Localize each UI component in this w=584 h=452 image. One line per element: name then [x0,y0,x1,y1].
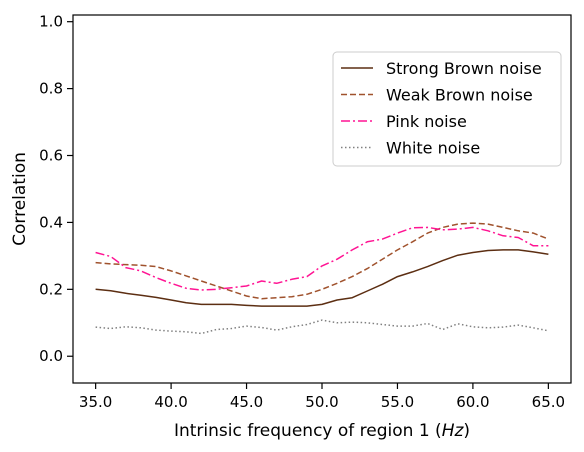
y-tick-label: 1.0 [39,13,63,31]
series-line-weak-brown-noise [95,222,549,300]
x-axis-title: Intrinsic frequency of region 1 (Hz) [174,421,470,441]
x-tick-label: 55.0 [381,393,414,411]
y-tick-label: 0.2 [39,280,63,298]
legend: Strong Brown noise Weak Brown noise Pink n… [332,51,562,167]
x-tick-label: 65.0 [532,393,565,411]
series-line-pink-noise [95,226,549,291]
series-line-strong-brown-noise [95,249,549,307]
y-tick-label: 0.8 [39,80,63,98]
series-layer [95,222,549,335]
x-tick-label: 45.0 [230,393,263,411]
y-tick-label: 0.0 [39,347,63,365]
x-axis: 35.0 40.0 45.0 50.0 55.0 60.0 65.0 [79,383,565,411]
y-axis: 0.0 0.2 0.4 0.6 0.8 1.0 [39,13,73,365]
legend-frame [332,51,562,167]
x-tick-label: 50.0 [305,393,338,411]
x-tick-label: 35.0 [79,393,112,411]
x-tick-label: 40.0 [154,393,187,411]
legend-label: White noise [386,139,480,158]
legend-label: Strong Brown noise [386,59,542,78]
legend-label: Weak Brown noise [386,86,533,105]
series-line-white-noise [95,319,549,335]
x-tick-label: 60.0 [456,393,489,411]
y-tick-label: 0.6 [39,147,63,165]
y-axis-title: Correlation [10,152,30,246]
legend-label: Pink noise [386,112,467,131]
y-tick-label: 0.4 [39,213,63,231]
